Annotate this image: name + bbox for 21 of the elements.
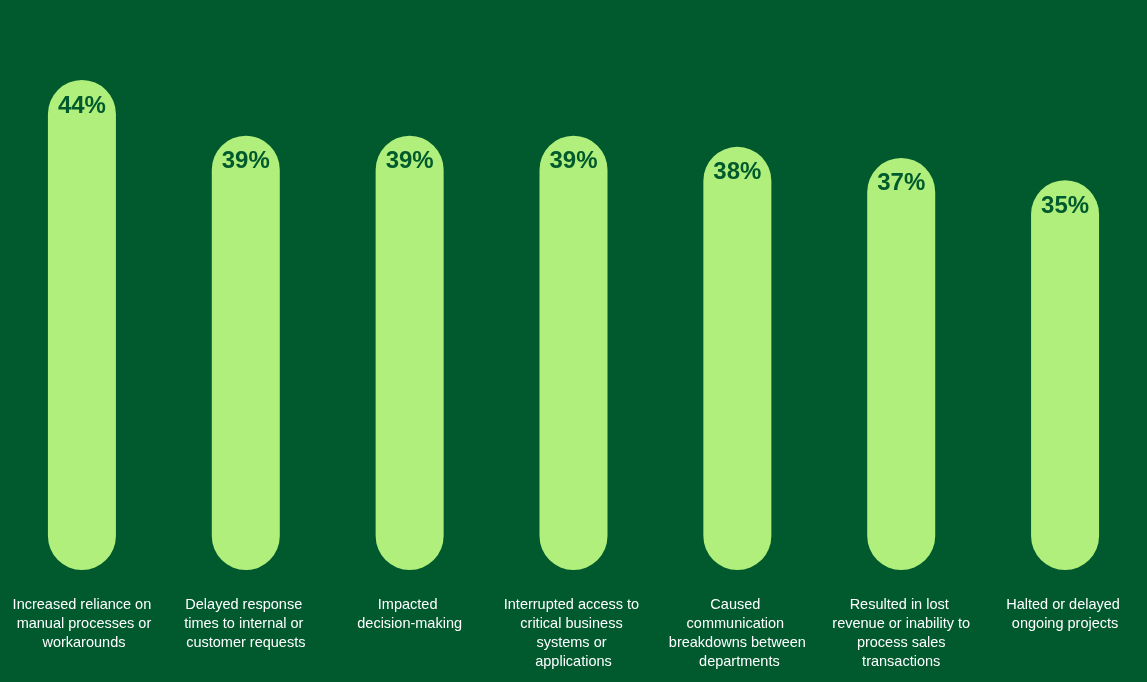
bar	[47, 80, 116, 570]
x-tick-label: Interrupted access to critical business systems or applications	[503, 595, 644, 669]
bar	[703, 146, 772, 570]
x-tick-label: Increased reliance on manual processes or workarounds	[12, 595, 152, 650]
bar	[375, 135, 444, 570]
x-tick-label: Resulted in lost revenue or inability to process sales transactions	[832, 595, 971, 669]
x-tick-label: Caused communication breakdowns between departments	[668, 595, 806, 669]
data-label: 39%	[221, 146, 270, 174]
data-label: 44%	[57, 90, 106, 118]
data-label: 37%	[877, 168, 926, 196]
bar	[867, 157, 936, 570]
bar	[539, 135, 608, 570]
data-label: 38%	[713, 157, 762, 185]
data-label: 39%	[385, 146, 434, 174]
bar	[211, 135, 280, 570]
x-tick-label: Delayed response times to internal or customer requests	[184, 595, 308, 650]
x-tick-label: Halted or delayed ongoing projects	[1006, 595, 1124, 631]
x-tick-label: Impacted decision-making	[357, 595, 463, 631]
bar	[1031, 180, 1100, 570]
data-label: 39%	[549, 146, 598, 174]
data-label: 35%	[1041, 190, 1090, 218]
